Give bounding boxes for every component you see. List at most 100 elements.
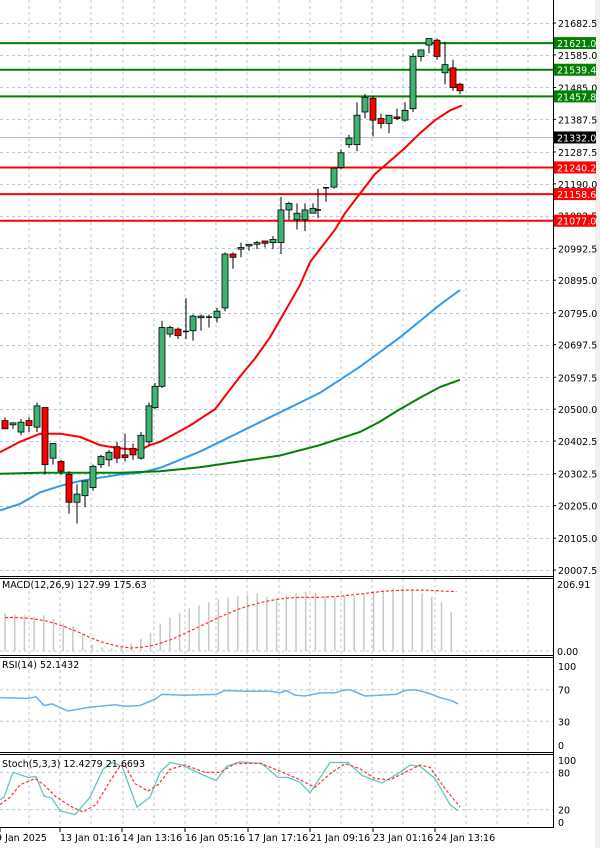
candle-bull bbox=[166, 327, 174, 335]
support-price-tag: 21077.0 bbox=[557, 217, 596, 228]
candle-bear bbox=[174, 328, 182, 337]
candle-bull bbox=[158, 327, 166, 387]
price-axis-label: 20500.0 bbox=[558, 405, 597, 416]
support-price-tag: 21240.2 bbox=[557, 163, 596, 174]
candle-bull bbox=[301, 209, 309, 221]
candle-bear bbox=[393, 116, 401, 119]
resistance-price-tag-bg bbox=[554, 37, 596, 50]
candle-bear bbox=[1, 420, 9, 430]
candle-bull bbox=[81, 480, 89, 497]
price-axis-label: 20697.5 bbox=[558, 341, 597, 352]
candle-bull bbox=[151, 385, 159, 408]
price-axis-label: 20007.5 bbox=[558, 566, 597, 577]
candle-bull bbox=[145, 405, 153, 443]
candle-bull bbox=[309, 207, 317, 214]
rsi-panel bbox=[0, 688, 553, 722]
candle-bear bbox=[261, 240, 269, 244]
candle-bull bbox=[73, 493, 81, 503]
price-axis-label: 20105.0 bbox=[558, 534, 597, 545]
candle-bear bbox=[229, 253, 237, 258]
candle-bull bbox=[425, 38, 433, 46]
candle-bull bbox=[409, 56, 417, 110]
candle-bear bbox=[25, 420, 33, 426]
stoch-title: Stoch(5,3,3) 12.4279 21.6693 bbox=[2, 759, 145, 770]
candle-bull bbox=[49, 443, 57, 459]
macd-top-label: 206.91 bbox=[557, 580, 590, 591]
candle-bull bbox=[89, 465, 97, 488]
stoch-panel bbox=[0, 761, 553, 816]
current-price-tag: 21332.0 bbox=[557, 133, 596, 144]
time-axis-label: 14 Jan 13:16 bbox=[122, 833, 182, 844]
candle-bear bbox=[456, 83, 464, 92]
candle-bull bbox=[213, 310, 221, 319]
time-axis-label: 17 Jan 17:16 bbox=[248, 833, 308, 844]
candle-bull bbox=[330, 167, 338, 188]
moving-average-line bbox=[0, 104, 463, 454]
candle-bull bbox=[269, 238, 277, 244]
price-axis-label: 20302.5 bbox=[558, 470, 597, 481]
candle-bull bbox=[293, 212, 301, 221]
rsi-axis-label: 70 bbox=[558, 686, 570, 697]
stoch-axis-label: 20 bbox=[558, 806, 570, 817]
candle-bull bbox=[97, 456, 105, 466]
moving-average-line bbox=[0, 289, 461, 512]
time-axis-label: 21 Jan 09:16 bbox=[310, 833, 370, 844]
price-axis-label: 21682.5 bbox=[558, 19, 597, 30]
stoch-d-line bbox=[0, 762, 461, 813]
macd-signal-line bbox=[5, 589, 457, 649]
candle-bear bbox=[449, 67, 457, 88]
macd-panel bbox=[0, 588, 553, 652]
candle-bull bbox=[9, 422, 17, 426]
time-axis-label: 9 Jan 2025 bbox=[0, 833, 47, 844]
candle-bear bbox=[129, 447, 137, 456]
support-price-tag-bg bbox=[554, 161, 596, 174]
price-axis: 21682.5 21585.0 21485.0 21387.5 21287.5 21190… bbox=[553, 19, 597, 829]
time-axis: 9 Jan 2025 13 Jan 01:16 14 Jan 13:16 16 Jan… bbox=[0, 828, 495, 844]
candle-bull bbox=[137, 434, 145, 459]
candle-bull bbox=[221, 253, 229, 309]
candle-bear bbox=[65, 474, 73, 503]
stoch-axis-label: 0 bbox=[558, 818, 564, 829]
macd-title: MACD(12,26,9) 127.99 175.63 bbox=[2, 580, 147, 591]
price-axis-label: 20205.0 bbox=[558, 502, 597, 513]
candle-bull bbox=[345, 137, 353, 146]
candle-bull bbox=[285, 203, 293, 211]
candle-bull bbox=[361, 96, 369, 113]
candle-bear bbox=[369, 97, 377, 121]
candle-bull bbox=[237, 247, 245, 250]
resistance-price-tag: 21539.4 bbox=[557, 66, 596, 77]
stoch-axis-label: 100 bbox=[558, 756, 576, 767]
candle-bear bbox=[113, 446, 121, 459]
candle-bear bbox=[41, 407, 49, 466]
moving-averages bbox=[0, 104, 463, 512]
price-axis-label: 21287.5 bbox=[558, 148, 597, 159]
time-axis-label: 23 Jan 01:16 bbox=[373, 833, 433, 844]
time-axis-label: 24 Jan 13:16 bbox=[435, 833, 495, 844]
candle-bull bbox=[245, 243, 253, 247]
rsi-axis-label: 100 bbox=[558, 662, 576, 673]
price-axis-label: 20597.5 bbox=[558, 373, 597, 384]
resistance-price-tag: 21621.0 bbox=[557, 39, 596, 50]
candle-bear bbox=[57, 461, 65, 472]
candle-bull bbox=[401, 109, 409, 121]
candle-bull bbox=[33, 405, 41, 428]
support-price-tag-bg bbox=[554, 188, 596, 201]
price-axis-label: 20795.0 bbox=[558, 309, 597, 320]
time-axis-label: 16 Jan 05:16 bbox=[185, 833, 245, 844]
candle-bull bbox=[337, 152, 345, 168]
candlesticks bbox=[1, 38, 464, 524]
support-resistance-levels bbox=[0, 42, 553, 222]
price-axis-label: 21387.5 bbox=[558, 115, 597, 126]
candle-bear bbox=[377, 118, 385, 124]
price-axis-label: 21485.0 bbox=[558, 83, 597, 94]
support-price-tag: 21158.6 bbox=[557, 190, 596, 201]
resistance-price-tag: 21457.8 bbox=[557, 92, 596, 103]
candle-bear bbox=[433, 39, 441, 57]
candle-bull bbox=[253, 242, 261, 245]
stoch-axis-label: 80 bbox=[558, 768, 570, 779]
support-price-tag-bg bbox=[554, 214, 596, 227]
rsi-axis-label: 30 bbox=[558, 717, 570, 728]
stoch-k-line bbox=[0, 761, 459, 816]
